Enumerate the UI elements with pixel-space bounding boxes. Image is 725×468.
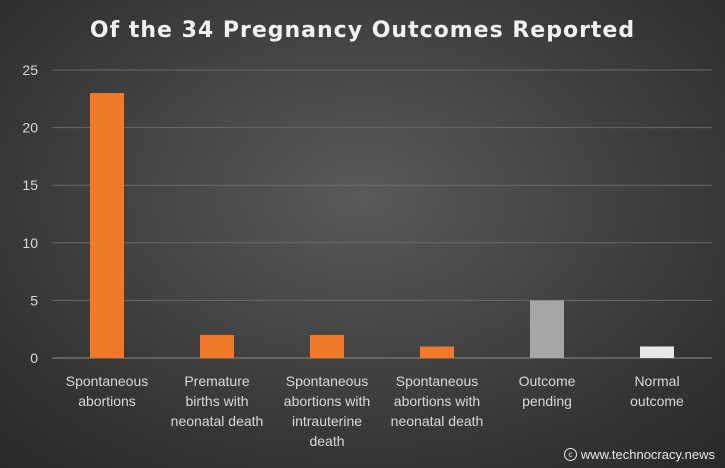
bar	[530, 300, 564, 358]
bar	[310, 334, 344, 358]
x-tick-label: Spontaneous abortions with intrauterine dea…	[284, 373, 370, 449]
y-axis-ticks: 0 5 10 15 20 25	[22, 62, 38, 366]
watermark-text: www.technocracy.news	[580, 447, 715, 462]
y-tick-label: 5	[30, 292, 38, 308]
bar	[90, 93, 124, 358]
x-axis-ticks: Spontaneous abortions Premature births with…	[66, 373, 684, 449]
gridlines	[52, 69, 712, 359]
bar	[420, 346, 454, 358]
y-tick-label: 0	[30, 350, 38, 366]
x-tick-label: Spontaneous abortions	[66, 373, 149, 409]
bar	[640, 346, 674, 358]
y-tick-label: 20	[22, 120, 38, 136]
y-tick-label: 10	[22, 235, 38, 251]
x-tick-label: Premature births with neonatal death	[171, 373, 264, 429]
bar	[200, 334, 234, 358]
y-tick-label: 15	[22, 177, 38, 193]
y-tick-label: 25	[22, 62, 38, 78]
bars	[90, 93, 674, 358]
x-tick-label: Normal outcome	[630, 373, 684, 409]
copyright-icon: c	[563, 448, 577, 461]
chart-title: Of the 34 Pregnancy Outcomes Reported	[89, 18, 636, 43]
watermark: c www.technocracy.news	[563, 447, 715, 462]
x-tick-label: Spontaneous abortions with neonatal death	[391, 373, 484, 429]
x-tick-label: Outcome pending	[519, 373, 576, 409]
